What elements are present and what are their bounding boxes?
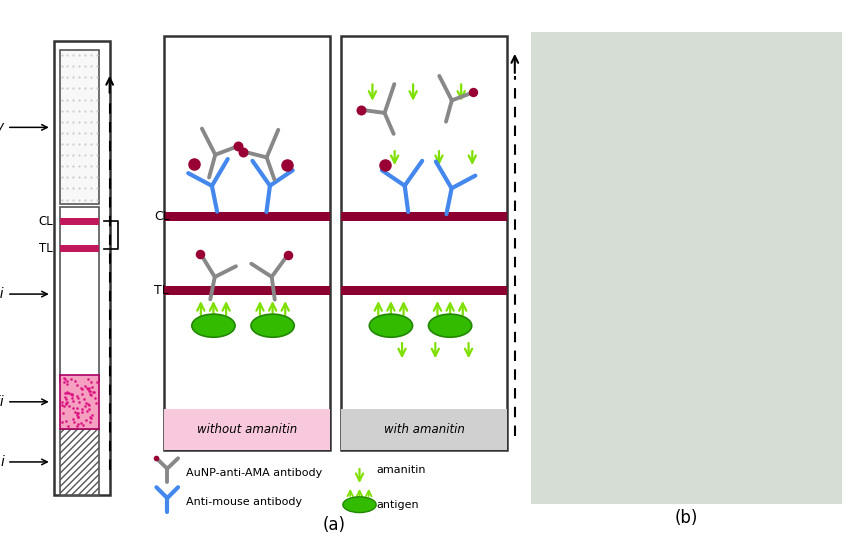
Bar xyxy=(341,286,507,295)
Bar xyxy=(717,127,811,293)
Bar xyxy=(715,124,813,296)
Bar xyxy=(562,127,655,293)
Bar xyxy=(722,184,806,193)
Bar xyxy=(60,207,99,382)
Text: (b): (b) xyxy=(675,509,698,526)
Bar xyxy=(341,212,507,220)
Ellipse shape xyxy=(428,314,472,337)
Text: TL: TL xyxy=(39,242,53,255)
Bar xyxy=(544,61,552,475)
Text: TL: TL xyxy=(155,284,169,297)
Text: antigen: antigen xyxy=(377,500,419,510)
Bar xyxy=(60,50,99,205)
Bar xyxy=(699,61,706,475)
Bar xyxy=(163,212,330,220)
Text: CL: CL xyxy=(38,215,53,228)
Bar xyxy=(100,46,104,485)
Text: (a): (a) xyxy=(322,516,345,534)
Bar xyxy=(60,218,99,225)
Text: with amanitin: with amanitin xyxy=(384,423,465,436)
FancyBboxPatch shape xyxy=(696,57,831,479)
Text: without amanitin: without amanitin xyxy=(196,423,297,436)
Bar xyxy=(341,36,507,450)
Bar xyxy=(666,61,674,475)
Ellipse shape xyxy=(711,364,816,455)
Bar xyxy=(567,233,651,240)
Ellipse shape xyxy=(369,314,412,337)
Bar xyxy=(163,286,330,295)
Text: AuNP-anti-AMA antibody: AuNP-anti-AMA antibody xyxy=(185,467,322,478)
Bar xyxy=(54,41,110,495)
Text: iv: iv xyxy=(0,121,4,135)
Bar xyxy=(821,61,829,475)
Bar xyxy=(60,375,99,429)
Bar xyxy=(559,124,658,296)
Ellipse shape xyxy=(564,370,654,449)
Bar xyxy=(163,408,330,450)
Bar xyxy=(341,408,507,450)
Text: CL: CL xyxy=(155,210,170,222)
Text: iii: iii xyxy=(0,287,4,301)
Bar xyxy=(163,36,330,450)
Bar xyxy=(60,429,99,495)
Ellipse shape xyxy=(741,390,787,429)
FancyBboxPatch shape xyxy=(541,57,677,479)
Bar xyxy=(60,245,99,252)
Ellipse shape xyxy=(718,370,809,449)
Ellipse shape xyxy=(586,390,632,429)
Bar xyxy=(567,184,651,193)
Text: amanitin: amanitin xyxy=(377,465,426,475)
Text: Anti-mouse antibody: Anti-mouse antibody xyxy=(185,497,302,507)
Ellipse shape xyxy=(343,497,377,512)
Ellipse shape xyxy=(557,364,661,455)
Ellipse shape xyxy=(192,314,235,337)
Ellipse shape xyxy=(251,314,294,337)
Text: i: i xyxy=(0,455,4,469)
Text: ii: ii xyxy=(0,395,4,409)
